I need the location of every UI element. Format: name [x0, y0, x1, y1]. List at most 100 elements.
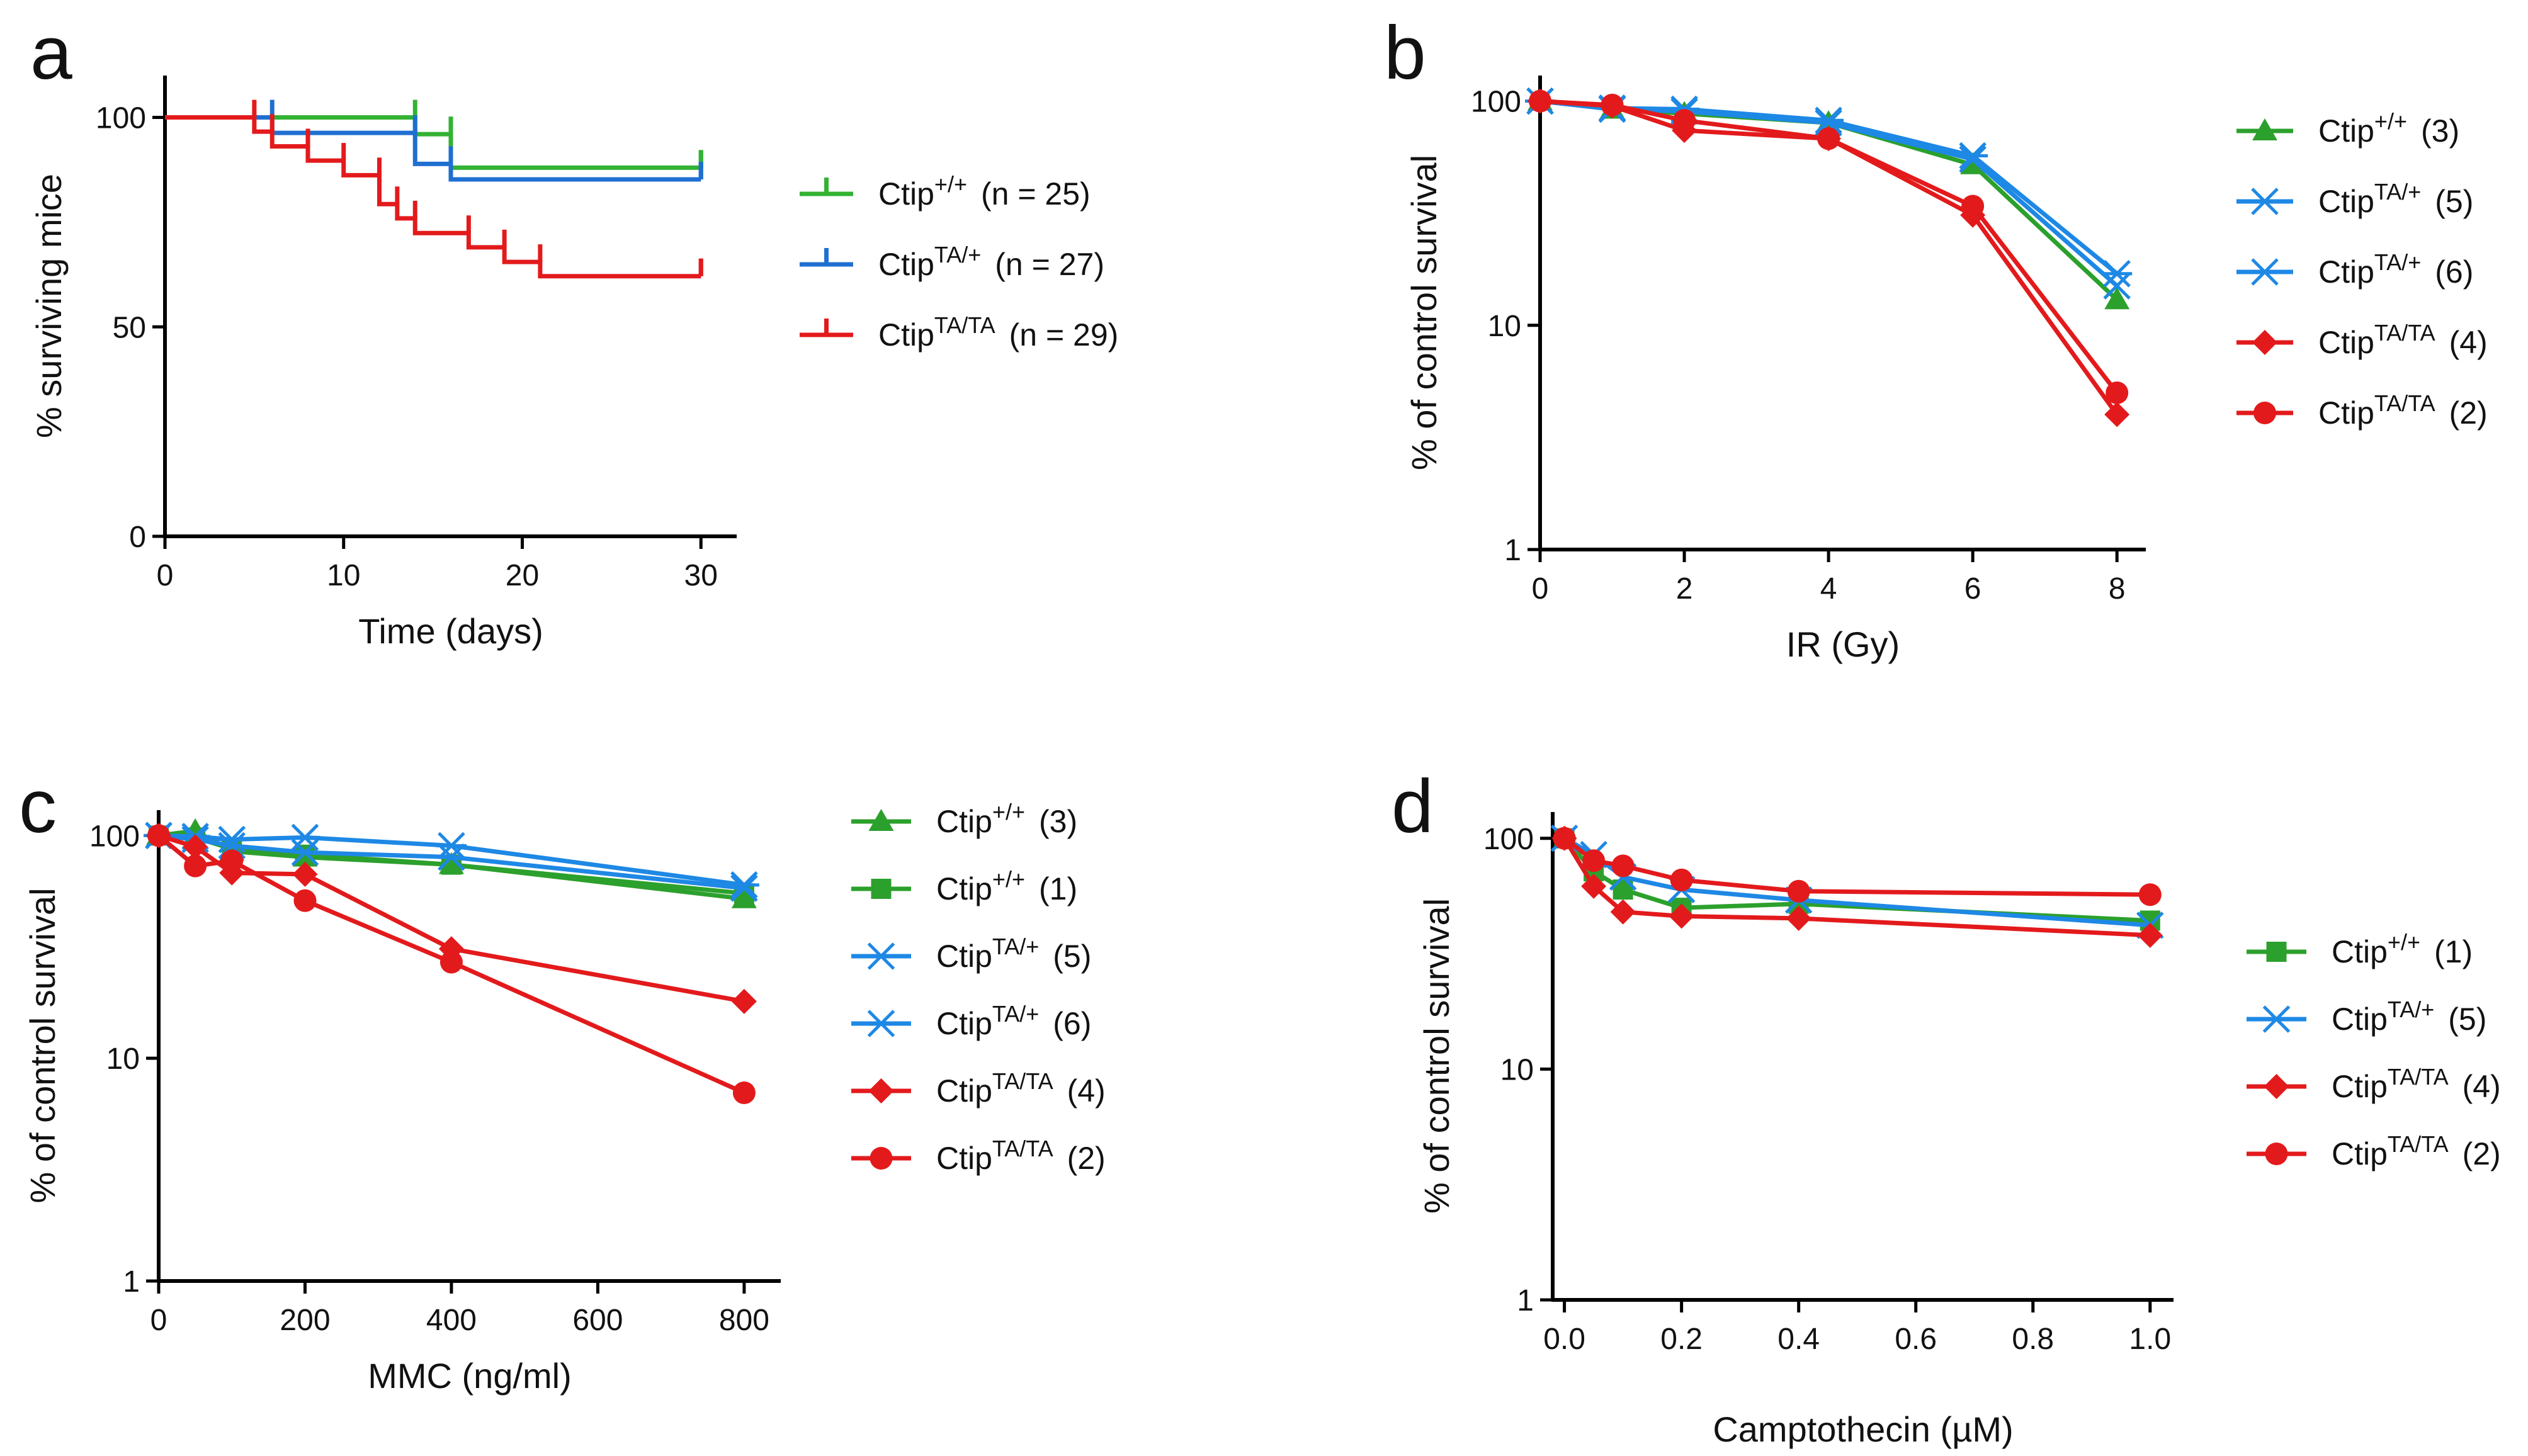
series-a-2 — [165, 99, 703, 279]
legend-entry: CtipTA/TA (n = 29) — [800, 312, 1118, 353]
series-line — [1562, 837, 2150, 938]
data-point — [1817, 127, 1840, 150]
panel-a: a 0 50 100 0 10 20 30 Time (days) % surviving mic… — [29, 11, 1118, 651]
y-tick-label: 0 — [129, 521, 146, 554]
survival-curve — [165, 115, 701, 170]
data-point — [1787, 879, 1810, 903]
data-point — [728, 871, 759, 899]
data-point — [1960, 152, 1986, 174]
legend-entry: CtipTA/TA (2) — [2236, 390, 2488, 431]
panel-label: b — [1384, 11, 1426, 95]
legend-entry: CtipTA/+ (n = 27) — [800, 242, 1104, 282]
data-point — [292, 861, 318, 887]
data-point — [220, 849, 244, 872]
y-axis-label: % of control survival — [1417, 898, 1456, 1214]
data-point — [290, 823, 320, 852]
series-a-0 — [165, 99, 703, 170]
legend-label: CtipTA/TA (n = 29) — [878, 312, 1118, 353]
data-point — [1958, 142, 1988, 170]
data-point — [2262, 1005, 2291, 1033]
data-point — [183, 834, 208, 860]
legend-label: CtipTA/+ (n = 27) — [878, 242, 1104, 282]
data-point — [2104, 287, 2130, 310]
x-tick-label: 30 — [684, 559, 718, 592]
data-point — [2253, 402, 2276, 424]
x-axis-label: IR (Gy) — [1786, 624, 1900, 664]
panel-b: b 1 10 100 0 2 4 6 8 IR (Gy) % of control survival… — [1384, 11, 2488, 664]
y-tick-label: 100 — [1483, 823, 1534, 856]
data-point — [2264, 1074, 2289, 1099]
panel-label: c — [19, 764, 57, 849]
data-point — [293, 889, 317, 912]
y-axis-label: % of control survival — [1404, 155, 1444, 470]
legend-label: CtipTA/+ (6) — [936, 1001, 1091, 1041]
x-tick-label: 400 — [426, 1304, 477, 1337]
series-d-2 — [1551, 825, 2163, 948]
legend-entry: Ctip+/+ (3) — [2236, 108, 2459, 149]
legend-entry: CtipTA/TA (4) — [2247, 1064, 2501, 1104]
legend-entry: Ctip+/+ (3) — [851, 799, 1077, 839]
legend-label: CtipTA/TA (2) — [2318, 390, 2488, 431]
series-line — [1539, 99, 2119, 395]
y-tick-label: 100 — [1471, 86, 1521, 119]
legend-entry: CtipTA/+ (6) — [2236, 249, 2473, 290]
survival-curve — [165, 115, 701, 182]
y-tick-label: 1 — [1504, 534, 1521, 567]
series-c-3 — [144, 821, 759, 899]
data-point — [147, 824, 170, 847]
panel-d: d 1 10 100 0.0 0.2 0.4 0.6 0.8 1.0 Camptothecin (µ… — [1392, 764, 2501, 1449]
x-axis-label: Time (days) — [358, 611, 543, 651]
x-tick-label: 8 — [2109, 572, 2126, 606]
data-point — [866, 1010, 897, 1037]
data-point — [2102, 259, 2133, 288]
data-point — [732, 1081, 756, 1104]
x-tick-label: 0.2 — [1660, 1323, 1703, 1356]
series-line — [158, 833, 745, 891]
legend-label: CtipTA/+ (5) — [2318, 179, 2473, 219]
legend-label: CtipTA/+ (5) — [2332, 996, 2486, 1037]
data-point — [731, 988, 757, 1014]
legend-label: Ctip+/+ (3) — [2318, 108, 2459, 149]
y-tick-label: 10 — [1500, 1053, 1534, 1086]
y-tick-label: 10 — [106, 1042, 140, 1076]
legend-entry: CtipTA/TA (2) — [851, 1136, 1106, 1176]
x-axis-label: Camptothecin (µM) — [1713, 1409, 2013, 1449]
legend-entry: CtipTA/+ (5) — [2247, 996, 2486, 1037]
x-tick-label: 4 — [1820, 572, 1837, 606]
data-point — [184, 854, 207, 878]
panel-label: d — [1392, 764, 1434, 849]
data-point — [2103, 272, 2131, 300]
data-point — [1813, 106, 1844, 135]
data-point — [1670, 868, 1693, 891]
data-point — [1529, 89, 1551, 113]
data-point — [868, 809, 894, 831]
legend-entry: CtipTA/TA (4) — [2236, 320, 2488, 360]
y-tick-label: 100 — [89, 820, 140, 853]
legend-label: CtipTA/+ (5) — [936, 934, 1091, 974]
data-point — [871, 879, 892, 899]
y-axis-label: % of control survival — [23, 888, 62, 1203]
legend-label: CtipTA/TA (4) — [2332, 1064, 2501, 1104]
data-point — [1673, 109, 1696, 132]
legend-label: Ctip+/+ (3) — [936, 799, 1077, 839]
legend-entry: CtipTA/TA (4) — [851, 1068, 1106, 1109]
data-point — [1669, 903, 1694, 929]
panel-label: a — [30, 11, 72, 95]
data-point — [2266, 942, 2287, 962]
y-tick-label: 10 — [1488, 310, 1521, 343]
legend-entry: CtipTA/TA (2) — [2247, 1131, 2501, 1171]
data-point — [2252, 118, 2277, 140]
x-tick-label: 6 — [1964, 572, 1981, 606]
survival-curve — [165, 115, 701, 279]
data-point — [1786, 905, 1811, 931]
x-tick-label: 0.6 — [1895, 1323, 1937, 1356]
data-point — [870, 1147, 893, 1170]
data-point — [2106, 381, 2129, 405]
data-point — [1959, 145, 1987, 173]
y-tick-label: 1 — [1517, 1284, 1534, 1318]
data-point — [436, 832, 467, 860]
y-axis-label: % surviving mice — [29, 174, 69, 438]
legend-entry: Ctip+/+ (n = 25) — [800, 171, 1091, 212]
data-point — [868, 1078, 894, 1103]
